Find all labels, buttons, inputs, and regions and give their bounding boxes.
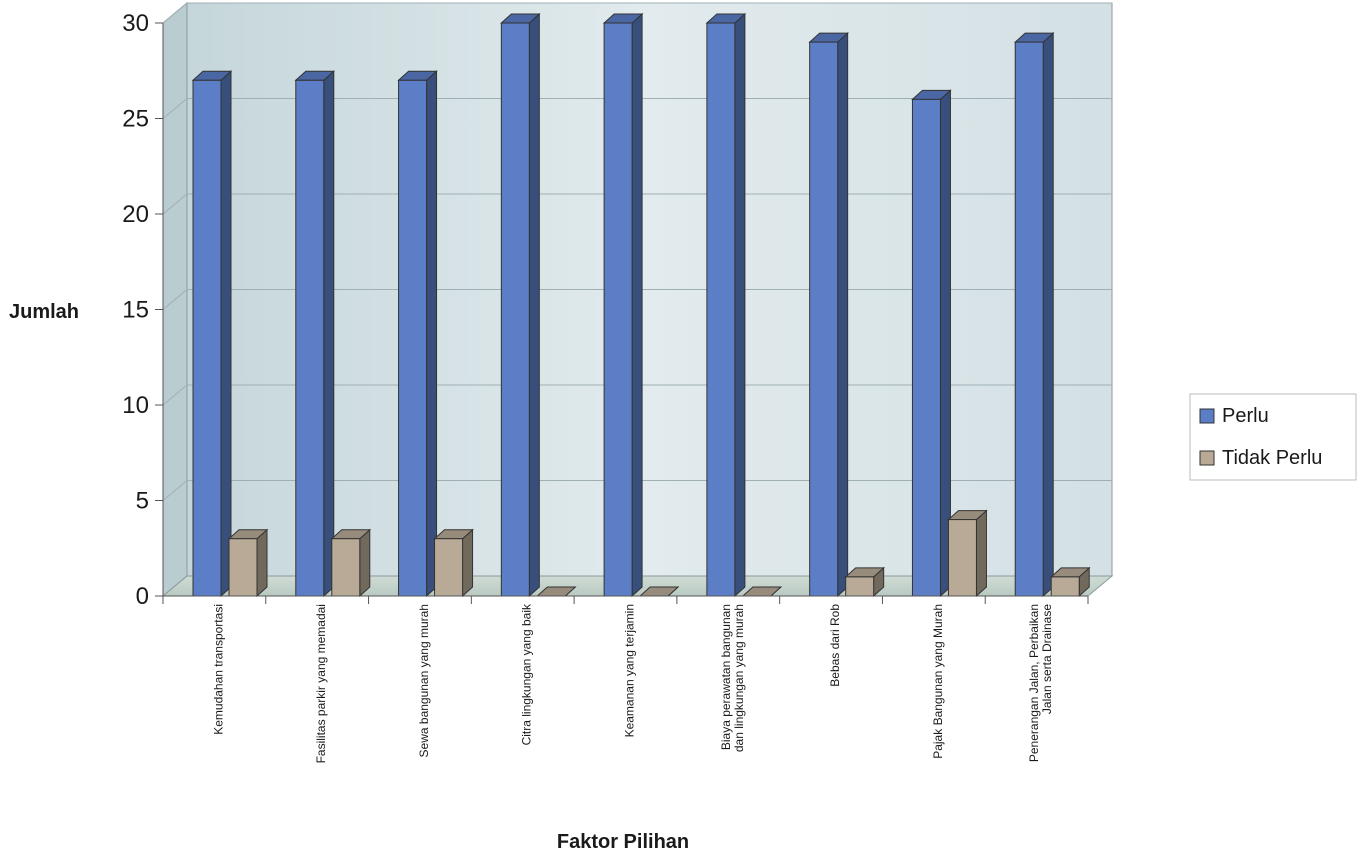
x-tick-label: Jalan serta Drainase [1040,604,1054,714]
legend-label: Tidak Perlu [1222,447,1322,469]
legend-label: Perlu [1222,405,1269,427]
bar-perlu [808,31,849,598]
legend: Perlu Tidak Perlu [1189,393,1357,481]
x-tick-label: Sewa bangunan yang murah [417,604,431,757]
x-tick-label: Kemudahan transportasi [211,604,225,735]
x-tick-label: dan lingkungan yang murah [732,604,746,752]
x-tick-label: Penerangan Jalan, Perbaikan [1027,604,1041,762]
gridline [162,98,1112,119]
bar-perlu [911,89,952,598]
x-tick-label: Keamanan yang terjamin [623,604,637,737]
gridline [162,2,1112,24]
bar-tidak-perlu [227,528,269,598]
bar-perlu [602,12,644,598]
bar-tidak-perlu [330,528,372,598]
x-tick-label: Fasilitas parkir yang memadai [314,604,328,763]
bar-tidak-perlu [536,586,577,597]
gridline [162,384,1112,406]
y-tick-label: 0 [136,583,149,610]
y-tick-label: 25 [122,106,149,133]
bar-tidak-perlu [433,528,474,598]
gridline [162,289,1112,310]
gridline [162,480,1112,501]
bar-perlu [397,70,438,598]
y-tick-label: 20 [122,201,149,228]
gridlines [162,2,1112,501]
bar-perlu [705,12,747,598]
bars [191,12,1091,598]
x-tick-label: Pajak Bangunan yang Murah [931,604,945,759]
x-axis: Kemudahan transportasi Fasilitas parkir y… [162,595,1089,763]
gridline [162,193,1112,215]
bar-tidak-perlu [1049,566,1091,598]
x-tick-label: Bebas dari Rob [828,604,842,687]
y-tick-label: 5 [136,488,149,515]
y-tick-label: 10 [122,392,149,419]
y-tick-label: 15 [122,297,149,324]
legend-swatch [1199,408,1215,424]
y-axis: 0 5 10 15 20 25 30 [122,10,164,610]
x-tick-label: Biaya perawatan bangunan [719,604,733,750]
bar-perlu [191,70,233,598]
bar-tidak-perlu [844,566,885,598]
legend-box [1189,393,1357,481]
x-tick-label: Citra lingkungan yang baik [520,603,534,745]
bar-perlu [294,70,336,598]
x-axis-title: Faktor Pilihan [557,831,689,853]
y-tick-label: 30 [122,10,149,37]
bar-perlu [500,12,541,598]
bar-perlu [1013,31,1055,598]
bar-tidak-perlu [947,509,988,598]
y-axis-title: Jumlah [9,301,79,323]
legend-swatch [1199,450,1215,466]
